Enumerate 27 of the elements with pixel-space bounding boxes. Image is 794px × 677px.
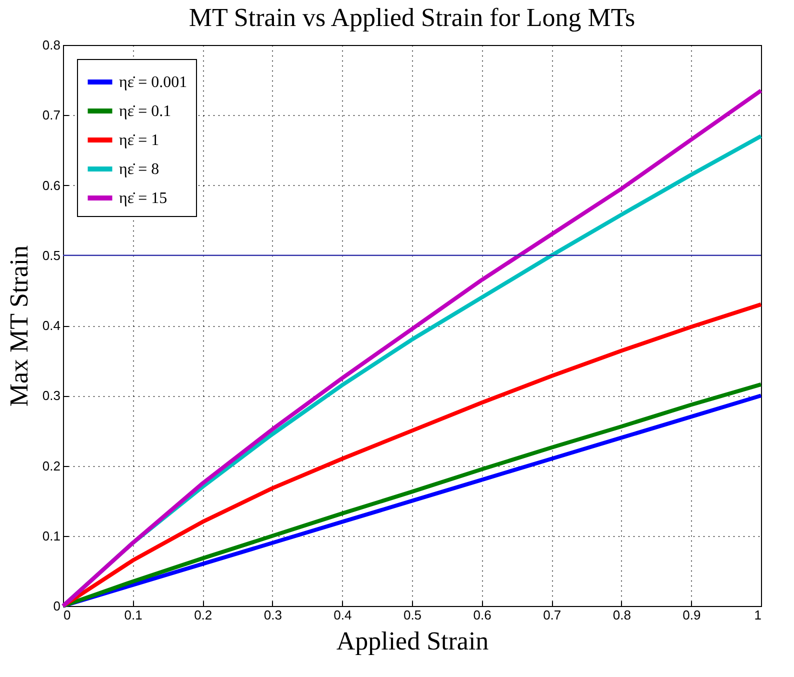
y-axis-title: Max MT Strain [4, 245, 34, 407]
x-tick-label: 0 [64, 608, 71, 622]
x-tick-label: 0.8 [612, 608, 631, 622]
y-tick-label: 0.5 [42, 248, 60, 263]
x-tick-label: 0.9 [682, 608, 701, 622]
x-tick-label: 0.1 [124, 608, 142, 622]
y-tick-label: 0.7 [42, 108, 60, 123]
legend-label: ηε̇ = 1 [119, 132, 160, 149]
x-axis-title: Applied Strain [336, 626, 489, 656]
x-tick-label: 0.5 [403, 608, 422, 622]
y-tick-label: 0.3 [42, 388, 60, 404]
chart-title: MT Strain vs Applied Strain for Long MTs [188, 3, 636, 32]
x-tick-label: 0.2 [194, 608, 212, 622]
legend-label: ηε̇ = 0.1 [119, 103, 172, 120]
legend-label: ηε̇ = 0.001 [119, 74, 188, 91]
y-tick-label: 0.1 [42, 528, 60, 544]
legend-label: ηε̇ = 15 [119, 190, 168, 207]
y-tick-label: 0.6 [42, 178, 60, 193]
y-tick-label: 0.8 [42, 38, 60, 52]
legend-label: ηε̇ = 8 [119, 161, 160, 178]
y-tick-label: 0.4 [42, 318, 60, 333]
x-tick-label: 0.4 [334, 608, 352, 622]
y-tick-label: 0.2 [42, 458, 60, 474]
x-tick-label: 0.3 [264, 608, 282, 622]
x-tick-label: 1 [754, 608, 762, 622]
x-tick-label: 0.7 [543, 608, 562, 622]
x-tick-label: 0.6 [473, 608, 492, 622]
